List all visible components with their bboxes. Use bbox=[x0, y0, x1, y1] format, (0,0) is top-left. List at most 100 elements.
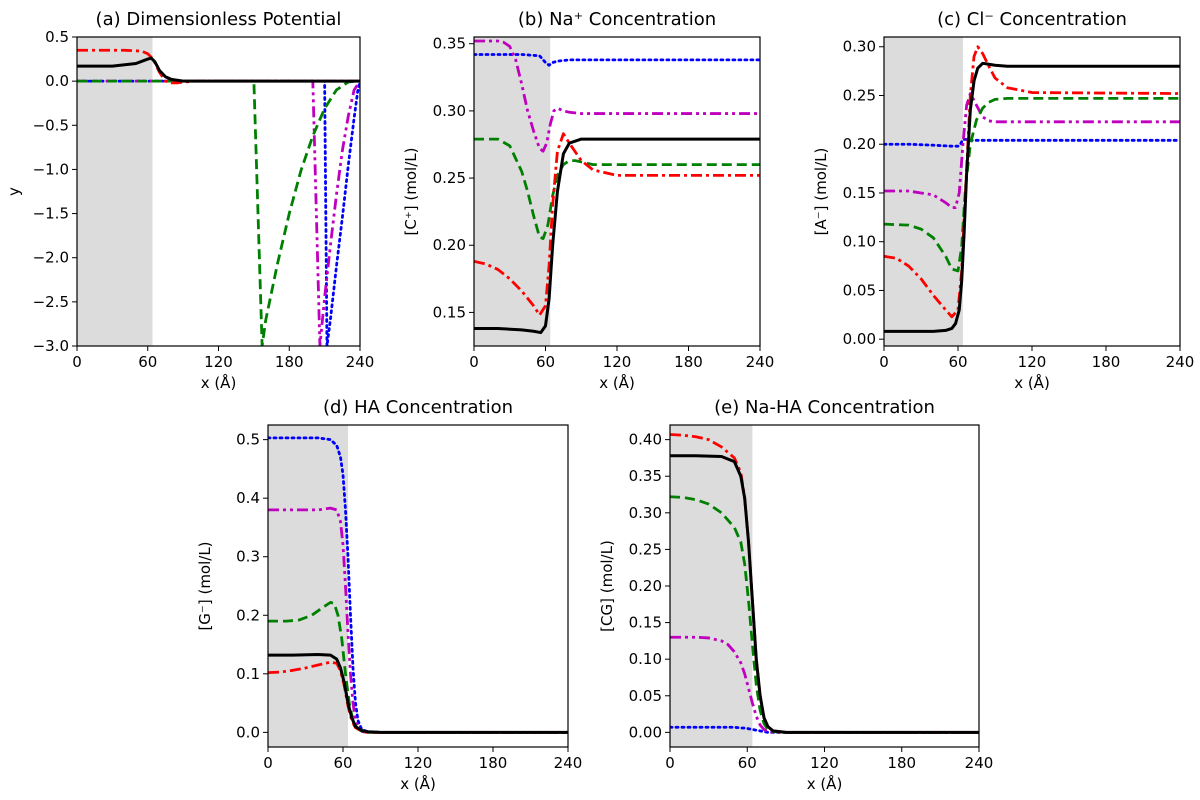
y-tick-label: −0.5 bbox=[33, 116, 69, 134]
y-tick-label: −1.0 bbox=[33, 160, 69, 178]
series-line-blue-dotted bbox=[474, 53, 760, 67]
y-tick-label: 0.10 bbox=[629, 650, 662, 668]
x-tick-label: 120 bbox=[1018, 353, 1047, 371]
y-tick-label: 0.15 bbox=[629, 614, 662, 632]
y-tick-label: 0.20 bbox=[433, 236, 466, 254]
y-axis-label: [C⁺] (mol/L) bbox=[402, 148, 420, 236]
y-tick-label: 0.20 bbox=[629, 577, 662, 595]
x-tick-label: 240 bbox=[1166, 353, 1195, 371]
y-tick-label: 0.25 bbox=[433, 169, 466, 187]
x-tick-label: 120 bbox=[404, 754, 433, 772]
x-tick-label: 120 bbox=[204, 353, 233, 371]
y-tick-label: 0.00 bbox=[629, 723, 662, 741]
y-tick-label: 0.0 bbox=[45, 72, 69, 90]
panel-a: 0 60 120 180 240 −3.0 −2.5 −2.0 −1.5 −1.0 −0.5 0.0 0… bbox=[5, 9, 374, 392]
x-tick-label: 180 bbox=[887, 754, 916, 772]
y-tick-label: 0.15 bbox=[843, 184, 876, 202]
y-tick-label: −2.0 bbox=[33, 249, 69, 267]
x-tick-label: 60 bbox=[138, 353, 157, 371]
x-tick-label: 240 bbox=[746, 353, 775, 371]
panel-title: (b) Na⁺ Concentration bbox=[518, 9, 716, 30]
y-tick-label: −1.5 bbox=[33, 205, 69, 223]
y-tick-label: 0.3 bbox=[236, 548, 260, 566]
series-line-blue-dotted bbox=[884, 137, 1180, 148]
series-line-red-dashdot bbox=[474, 132, 760, 317]
series-line-black-solid bbox=[670, 454, 979, 734]
y-axis-label: [A⁻] (mol/L) bbox=[812, 148, 830, 236]
x-tick-label: 180 bbox=[1092, 353, 1121, 371]
series-line-blue-dotted bbox=[77, 79, 360, 346]
panel-d: 0 60 120 180 240 0.0 0.1 0.2 0.3 0.4 0.5 (d) HA Con… bbox=[196, 397, 582, 793]
panel-title: (e) Na-HA Concentration bbox=[714, 397, 935, 418]
series-line-magenta-dashdotdot bbox=[268, 506, 568, 734]
y-axis-label: [G⁻] (mol/L) bbox=[196, 541, 214, 630]
series-line-red-dashdot bbox=[77, 48, 360, 85]
shaded-region bbox=[884, 37, 963, 346]
y-tick-label: 0.05 bbox=[629, 687, 662, 705]
x-axis-label: x (Å) bbox=[1014, 373, 1050, 392]
x-tick-label: 60 bbox=[536, 353, 555, 371]
y-tick-label: 0.25 bbox=[629, 540, 662, 558]
y-tick-label: 0.40 bbox=[629, 431, 662, 449]
series-line-green-dashed bbox=[474, 137, 760, 240]
y-tick-label: 0.2 bbox=[236, 606, 260, 624]
x-tick-label: 120 bbox=[810, 754, 839, 772]
y-tick-label: 0.10 bbox=[843, 233, 876, 251]
x-tick-label: 60 bbox=[738, 754, 757, 772]
y-tick-label: −3.0 bbox=[33, 337, 69, 355]
shaded-region bbox=[268, 425, 348, 747]
x-tick-label: 0 bbox=[665, 754, 675, 772]
x-axis-label: x (Å) bbox=[599, 373, 635, 392]
panel-c: 0 60 120 180 240 0.00 0.05 0.10 0.15 0.20 0.25 0.30… bbox=[812, 9, 1194, 392]
y-tick-label: 0.0 bbox=[236, 723, 260, 741]
series-line-black-solid bbox=[77, 56, 360, 83]
y-tick-label: 0.4 bbox=[236, 489, 260, 507]
x-axis-label: x (Å) bbox=[201, 373, 237, 392]
x-tick-label: 120 bbox=[603, 353, 632, 371]
y-tick-label: 0.1 bbox=[236, 665, 260, 683]
x-tick-label: 0 bbox=[469, 353, 479, 371]
y-tick-label: 0.00 bbox=[843, 330, 876, 348]
panel-title: (a) Dimensionless Potential bbox=[96, 9, 342, 30]
y-tick-label: 0.35 bbox=[629, 467, 662, 485]
shaded-region bbox=[474, 37, 551, 346]
y-tick-label: 0.30 bbox=[843, 38, 876, 56]
y-tick-label: 0.5 bbox=[236, 431, 260, 449]
x-tick-label: 240 bbox=[965, 754, 994, 772]
shaded-region bbox=[670, 425, 753, 747]
y-tick-label: 0.20 bbox=[843, 135, 876, 153]
series-line-green-dashed bbox=[884, 97, 1180, 273]
y-tick-label: 0.35 bbox=[433, 35, 466, 53]
y-tick-label: 0.30 bbox=[629, 504, 662, 522]
y-tick-label: 0.25 bbox=[843, 86, 876, 104]
x-tick-label: 0 bbox=[72, 353, 82, 371]
series-line-magenta-dashdotdot bbox=[474, 39, 760, 153]
y-tick-label: 0.5 bbox=[45, 28, 69, 46]
x-tick-label: 180 bbox=[674, 353, 703, 371]
y-tick-label: 0.15 bbox=[433, 303, 466, 321]
series-line-black-solid bbox=[474, 137, 760, 335]
x-tick-label: 60 bbox=[333, 754, 352, 772]
panel-title: (d) HA Concentration bbox=[323, 397, 513, 418]
series-line-black-solid bbox=[268, 653, 568, 734]
x-tick-label: 180 bbox=[275, 353, 304, 371]
panel-title: (c) Cl⁻ Concentration bbox=[937, 9, 1127, 30]
panel-b: 0 60 120 180 240 0.15 0.20 0.25 0.30 0.35 (b) Na⁺ … bbox=[402, 9, 774, 392]
y-axis-label: [CG] (mol/L) bbox=[598, 540, 616, 632]
x-tick-label: 0 bbox=[879, 353, 889, 371]
y-tick-label: −2.5 bbox=[33, 293, 69, 311]
series-line-magenta-dashdotdot bbox=[884, 92, 1180, 209]
shaded-region bbox=[77, 37, 153, 346]
x-tick-label: 60 bbox=[948, 353, 967, 371]
series-line-black-solid bbox=[884, 61, 1180, 333]
x-axis-label: x (Å) bbox=[400, 774, 436, 793]
x-tick-label: 180 bbox=[479, 754, 508, 772]
panel-e: 0 60 120 180 240 0.00 0.05 0.10 0.15 0.20 0.25 0.30… bbox=[598, 397, 993, 793]
series-line-magenta-dashdotdot bbox=[670, 635, 979, 734]
y-tick-label: 0.05 bbox=[843, 281, 876, 299]
y-axis-label: y bbox=[5, 187, 23, 196]
y-tick-label: 0.30 bbox=[433, 102, 466, 120]
x-tick-label: 240 bbox=[346, 353, 375, 371]
x-tick-label: 240 bbox=[554, 754, 583, 772]
